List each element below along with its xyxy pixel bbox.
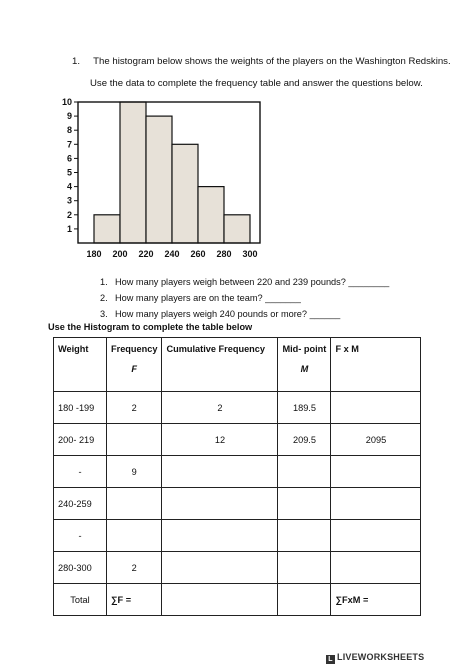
cell-fxm[interactable] [330, 391, 422, 424]
liveworksheets-logo: L LIVEWORKSHEETS [326, 652, 424, 664]
question-text: How many players weigh 240 pounds or mor… [115, 309, 341, 319]
cell-midpoint[interactable] [277, 455, 332, 488]
y-tick-label: 5 [67, 168, 72, 178]
question-text: How many players weigh between 220 and 2… [115, 277, 390, 287]
cell-cumulative[interactable]: 2 [161, 391, 279, 424]
cell-sum-fxm[interactable]: ∑FxM = [330, 583, 422, 616]
question-number: 3. [100, 309, 108, 319]
question-item: 1. How many players weigh between 220 and… [100, 276, 389, 292]
header-midpoint: Mid- point M [277, 337, 332, 392]
table-total-row: Total ∑F = ∑FxM = [53, 583, 422, 616]
table-header-row: Weight Frequency F Cumulative Frequency M… [53, 337, 422, 392]
y-tick-label: 4 [67, 182, 72, 192]
cell-fxm[interactable] [330, 487, 422, 520]
cell-cumulative[interactable]: 12 [161, 423, 279, 456]
table-row: - [53, 519, 422, 552]
question-1-number: 1. [72, 56, 81, 67]
cell-frequency[interactable]: 2 [105, 391, 163, 424]
table-row: 200- 219 12 209.5 2095 [53, 423, 422, 456]
table-row: 180 -199 2 2 189.5 [53, 391, 422, 424]
table-row: 280-300 2 [53, 551, 422, 584]
header-midpoint-label: Mid- point [282, 344, 327, 354]
x-tick-label: 180 [86, 249, 101, 259]
cell-fxm[interactable] [330, 455, 422, 488]
cell-total-midpoint [277, 583, 332, 616]
cell-cumulative[interactable] [161, 519, 279, 552]
weights-histogram: 1 2 3 4 5 6 7 8 9 10 180 200 220 240 260 280 300 [62, 97, 261, 259]
header-frequency: Frequency F [105, 337, 163, 392]
cell-total-cumulative [161, 583, 279, 616]
x-tick-label: 280 [216, 249, 231, 259]
table-title: Use the Histogram to complete the table … [48, 322, 253, 332]
y-tick-label: 7 [67, 139, 72, 149]
cell-weight[interactable]: - [53, 519, 107, 552]
question-number: 1. [100, 277, 108, 287]
x-tick-label: 240 [164, 249, 179, 259]
cell-midpoint[interactable]: 189.5 [277, 391, 332, 424]
y-tick-label: 8 [67, 125, 72, 135]
y-tick-label: 9 [67, 111, 72, 121]
question-number: 2. [100, 293, 108, 303]
header-frequency-symbol: F [131, 364, 138, 374]
x-tick-label: 220 [138, 249, 153, 259]
histogram-bar-240-260 [171, 143, 199, 244]
cell-sum-f[interactable]: ∑F = [105, 583, 163, 616]
y-tick-label: 1 [67, 224, 72, 234]
cell-fxm[interactable] [330, 551, 422, 584]
question-1-text: 1. The histogram below shows the weights… [72, 56, 451, 67]
question-item: 3. How many players weigh 240 pounds or m… [100, 308, 389, 324]
cell-cumulative[interactable] [161, 455, 279, 488]
cell-frequency[interactable] [105, 487, 163, 520]
cell-midpoint[interactable]: 209.5 [277, 423, 332, 456]
histogram-bar-200-220 [119, 101, 147, 244]
header-fxm: F x M [330, 337, 422, 392]
cell-cumulative[interactable] [161, 551, 279, 584]
cell-fxm[interactable]: 2095 [330, 423, 422, 456]
histogram-bar-260-280 [197, 185, 225, 244]
cell-weight: 200- 219 [53, 423, 107, 456]
logo-mark-icon: L [326, 655, 335, 664]
question-list: 1. How many players weigh between 220 and… [100, 276, 389, 324]
cell-frequency[interactable] [105, 423, 163, 456]
histogram-bar-180-200 [93, 214, 121, 244]
question-text: How many players are on the team? ______… [115, 293, 301, 303]
y-tick-label: 10 [62, 97, 72, 107]
table-row: - 9 [53, 455, 422, 488]
cell-midpoint[interactable] [277, 519, 332, 552]
frequency-table: Weight Frequency F Cumulative Frequency M… [53, 337, 422, 616]
cell-midpoint[interactable] [277, 551, 332, 584]
cell-total-label: Total [53, 583, 107, 616]
header-frequency-label: Frequency [111, 344, 158, 354]
cell-fxm[interactable] [330, 519, 422, 552]
header-weight: Weight [53, 337, 107, 392]
header-cumulative: Cumulative Frequency [161, 337, 279, 392]
y-tick-label: 3 [67, 196, 72, 206]
cell-frequency[interactable]: 9 [105, 455, 163, 488]
question-1-body: The histogram below shows the weights of… [93, 56, 451, 67]
histogram-bar-220-240 [145, 115, 173, 244]
question-item: 2. How many players are on the team? ____… [100, 292, 389, 308]
y-tick-label: 2 [67, 210, 72, 220]
x-tick-label: 200 [112, 249, 127, 259]
cell-frequency[interactable]: 2 [105, 551, 163, 584]
logo-text: LIVEWORKSHEETS [337, 652, 425, 662]
histogram-bar-280-300 [223, 214, 251, 244]
question-1-intro: Use the data to complete the frequency t… [90, 78, 423, 89]
x-tick-label: 260 [190, 249, 205, 259]
cell-weight: 180 -199 [53, 391, 107, 424]
table-row: 240-259 [53, 487, 422, 520]
cell-cumulative[interactable] [161, 487, 279, 520]
cell-weight: 240-259 [53, 487, 107, 520]
cell-frequency[interactable] [105, 519, 163, 552]
cell-weight[interactable]: - [53, 455, 107, 488]
y-tick-label: 6 [67, 153, 72, 163]
cell-weight: 280-300 [53, 551, 107, 584]
header-midpoint-symbol: M [300, 364, 309, 374]
cell-midpoint[interactable] [277, 487, 332, 520]
x-tick-label: 300 [242, 249, 257, 259]
